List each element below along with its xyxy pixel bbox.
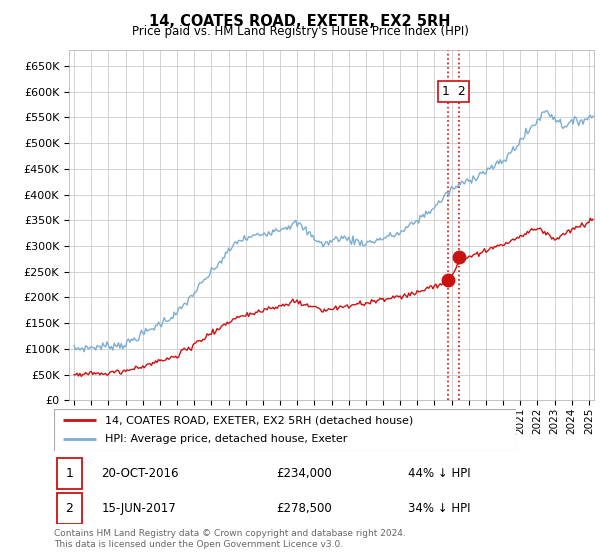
- Text: 1  2: 1 2: [442, 85, 466, 98]
- Text: 15-JUN-2017: 15-JUN-2017: [101, 502, 176, 515]
- FancyBboxPatch shape: [56, 493, 82, 524]
- Text: 2: 2: [65, 502, 73, 515]
- Text: 44% ↓ HPI: 44% ↓ HPI: [408, 466, 470, 480]
- Text: 34% ↓ HPI: 34% ↓ HPI: [408, 502, 470, 515]
- Text: HPI: Average price, detached house, Exeter: HPI: Average price, detached house, Exet…: [105, 435, 347, 445]
- Text: Price paid vs. HM Land Registry's House Price Index (HPI): Price paid vs. HM Land Registry's House …: [131, 25, 469, 38]
- FancyBboxPatch shape: [56, 458, 82, 488]
- Text: 1: 1: [65, 466, 73, 480]
- Text: £234,000: £234,000: [276, 466, 332, 480]
- Text: Contains HM Land Registry data © Crown copyright and database right 2024.
This d: Contains HM Land Registry data © Crown c…: [54, 529, 406, 549]
- Text: 14, COATES ROAD, EXETER, EX2 5RH: 14, COATES ROAD, EXETER, EX2 5RH: [149, 14, 451, 29]
- Text: 14, COATES ROAD, EXETER, EX2 5RH (detached house): 14, COATES ROAD, EXETER, EX2 5RH (detach…: [105, 415, 413, 425]
- Text: £278,500: £278,500: [276, 502, 332, 515]
- Text: 20-OCT-2016: 20-OCT-2016: [101, 466, 179, 480]
